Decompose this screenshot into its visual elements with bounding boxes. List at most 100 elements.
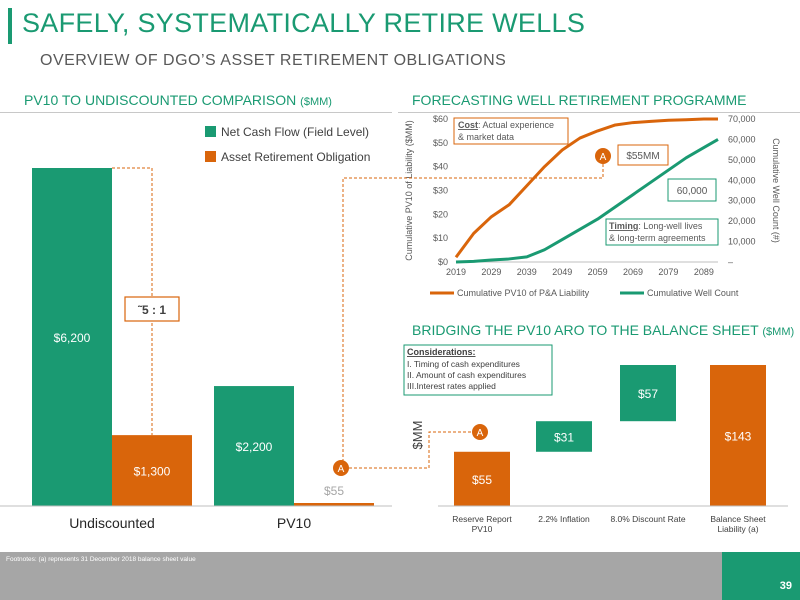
considerations-title: Considerations: [407,347,476,357]
bar-undiscounted-net-cash-flow-field-level [32,168,112,506]
left-section-title-text: PV10 TO UNDISCOUNTED COMPARISON [24,92,297,108]
bar-undiscounted-asset-retirement-obligation [112,435,192,506]
top-section-title: FORECASTING WELL RETIREMENT PROGRAMME [412,92,747,108]
right-y-tick-1: 10,000 [728,237,756,247]
footer-bar [0,552,722,600]
right-y-tick-7: 70,000 [728,114,756,124]
marker-a-top-label: A [600,152,607,163]
ratio-box [124,296,180,322]
cost-callout-rest: : Actual experience [478,120,554,130]
title-accent-bar [8,8,12,44]
cost-callout-bold: Cost [458,120,478,130]
left-y-tick-3: $30 [433,186,448,196]
right-y-tick-4: 40,000 [728,175,756,185]
legend-swatch-asset-retirement-obligation [205,151,216,162]
considerations-item-2: III.Interest rates applied [407,381,496,391]
considerations-item-1: II. Amount of cash expenditures [407,370,526,380]
waterfall-value-0: $55 [472,473,492,487]
x-tick-2049: 2049 [552,267,572,277]
cost-callout-box [453,117,569,145]
waterfall-category-part: 8.0% Discount Rate [610,514,685,524]
x-tick-2039: 2039 [517,267,537,277]
page-subtitle: OVERVIEW OF DGO’S ASSET RETIREMENT OBLIG… [40,52,507,69]
left-section-unit: ($MM) [300,96,332,108]
waterfall-y-axis-label: $MM [410,421,425,450]
well-value-box [667,178,717,202]
right-y-tick-3: 30,000 [728,196,756,206]
right-y-tick-2: 20,000 [728,216,756,226]
left-y-tick-0: $0 [438,257,448,267]
waterfall-value-2: $57 [638,387,658,401]
considerations-item-0: I. Timing of cash expenditures [407,359,520,369]
left-y-tick-6: $60 [433,114,448,124]
left-section-divider [0,112,392,113]
footnote: Footnotes: (a) represents 31 December 20… [6,556,196,563]
bar-pv10-asset-retirement-obligation [294,503,374,506]
right-y-tick-0: – [728,257,733,267]
x-tick-2079: 2079 [658,267,678,277]
legend-label-asset-retirement-obligation: Asset Retirement Obligation [221,150,370,164]
legend-label-wells: Cumulative Well Count [647,288,739,298]
bar-pv10-net-cash-flow-field-level [214,386,294,506]
x-tick-2069: 2069 [623,267,643,277]
waterfall-category-part: 2.2% Inflation [538,514,590,524]
left-y-tick-5: $50 [433,138,448,148]
right-y-axis-label: Cumulative Well Count (#) [771,138,781,243]
x-tick-label-pv10: PV10 [277,515,311,531]
timing-callout-line2: & long-term agreements [609,233,706,243]
waterfall-category-8-0-discount-rate: 8.0% Discount Rate [610,514,685,524]
waterfall-category-part: Liability (a) [717,524,758,534]
bridge-section-title-text: BRIDGING THE PV10 ARO TO THE BALANCE SHE… [412,322,759,338]
right-y-tick-6: 60,000 [728,134,756,144]
waterfall-category-part: PV10 [472,524,493,534]
waterfall-category-balance-sheet-liability-a: Balance Sheet Liability (a) [710,514,766,534]
bridge-section-title: BRIDGING THE PV10 ARO TO THE BALANCE SHE… [412,322,794,338]
data-label-1-0: $2,200 [236,440,273,454]
legend-swatch-net-cash-flow-field-level [205,126,216,137]
pv-value-box [617,144,669,166]
cost-callout-line2: & market data [458,132,514,142]
marker-a-top [595,148,611,164]
left-y-tick-2: $20 [433,209,448,219]
timing-callout-rest: : Long-well lives [638,221,703,231]
waterfall-category-reserve-report-pv10: Reserve Report PV10 [452,514,512,534]
x-tick-2059: 2059 [588,267,608,277]
waterfall-value-1: $31 [554,430,574,444]
waterfall-bar-8-0-discount-rate [620,365,676,422]
waterfall-category-2-2-inflation: 2.2% Inflation [538,514,590,524]
timing-callout-box [605,218,719,246]
waterfall-value-3: $143 [725,430,752,444]
top-section-divider [398,112,800,113]
x-tick-2029: 2029 [481,267,501,277]
x-tick-2019: 2019 [446,267,466,277]
marker-a-left-label: A [338,464,345,475]
cost-callout-line1: Cost: Actual experience [458,120,554,130]
legend-label-net-cash-flow-field-level: Net Cash Flow (Field Level) [221,125,369,139]
page-number-box [722,552,800,600]
waterfall-category-part: Reserve Report [452,514,512,524]
retirement-forecast-chart: $0 $10 $20 $30 $40 $50 $60 – 10,000 20,000 30,000 4… [404,114,781,298]
waterfall-category-part: Balance Sheet [710,514,766,524]
pv10-comparison-chart: Undiscounted PV10 $6,200 $1,300 $2,200 $55 Net… [0,125,392,531]
aro-bridge-chart: $55 $31 $57 $143 Reserve Report PV10 2.2% Infl… [403,344,788,534]
data-label-0-0: $6,200 [54,331,91,345]
ratio-label: ˜5 : 1 [137,303,166,317]
waterfall-bar-balance-sheet-liability-a [710,365,766,506]
left-y-tick-1: $10 [433,233,448,243]
timing-callout-bold: Timing [609,221,638,231]
page-title: SAFELY, SYSTEMATICALLY RETIRE WELLS [22,8,586,38]
bridge-section-unit: ($MM) [762,326,795,338]
x-tick-label-undiscounted: Undiscounted [69,515,155,531]
left-y-axis-label: Cumulative PV10 of Liability ($MM) [404,120,414,261]
page-number: 39 [779,580,792,592]
timing-callout-line1: Timing: Long-well lives [609,221,703,231]
legend-label-pv10: Cumulative PV10 of P&A Liability [457,288,590,298]
well-value-label: 60,000 [677,186,708,197]
data-label-0-1: $1,300 [134,465,171,479]
pv-value-label: $55MM [626,151,659,162]
left-section-title: PV10 TO UNDISCOUNTED COMPARISON ($MM) [24,92,332,108]
data-label-1-1: $55 [324,484,344,498]
right-y-tick-5: 50,000 [728,155,756,165]
left-y-tick-4: $40 [433,162,448,172]
marker-a-bridge-label: A [477,428,484,439]
